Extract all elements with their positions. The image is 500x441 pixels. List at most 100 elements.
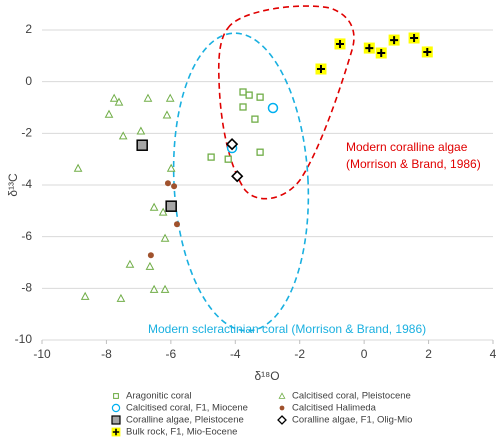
y-tick-label: 2 xyxy=(25,22,32,36)
marker-shape xyxy=(158,207,168,216)
x-tick-label: -4 xyxy=(230,347,241,361)
x-tick-label: -8 xyxy=(101,347,112,361)
marker-dot xyxy=(164,180,171,187)
annotation: Modern coralline algae xyxy=(346,140,468,154)
marker-triangle xyxy=(158,207,168,216)
marker-shape xyxy=(335,39,344,48)
marker-shape xyxy=(410,34,419,43)
marker-shape xyxy=(80,291,90,300)
marker-shape xyxy=(112,428,120,436)
marker-shape xyxy=(104,109,114,118)
legend-label: Coralline algae, F1, Olig-Mio xyxy=(292,415,412,426)
marker-square xyxy=(256,148,264,156)
marker-triangle xyxy=(160,233,170,242)
marker-shape xyxy=(136,139,148,151)
y-tick-label: -2 xyxy=(21,126,32,140)
marker-dot xyxy=(171,183,178,190)
marker-shape xyxy=(73,163,83,172)
legend-label: Bulk rock, F1, Mio-Eocene xyxy=(126,427,237,438)
marker-triangle xyxy=(114,97,124,106)
marker-square-filled xyxy=(136,139,148,151)
marker-shape xyxy=(239,88,247,96)
y-tick-label: -4 xyxy=(21,177,32,191)
marker-diamond xyxy=(231,170,244,183)
legend-label: Calcitised coral, F1, Miocene xyxy=(126,403,248,414)
marker-triangle xyxy=(166,163,176,172)
marker-triangle xyxy=(109,93,119,102)
marker-shape xyxy=(278,392,286,399)
marker-triangle xyxy=(145,261,155,270)
marker-shape xyxy=(224,155,232,163)
marker-shape xyxy=(162,110,172,119)
legend-item: Calcitised coral, Pleistocene xyxy=(278,391,411,402)
marker-dot xyxy=(147,252,154,259)
legend-label: Calcitised Halimeda xyxy=(292,403,377,414)
marker-plus xyxy=(421,46,433,58)
marker-dot xyxy=(279,405,285,411)
marker-shape xyxy=(365,44,374,53)
annotation: (Morrison & Brand, 1986) xyxy=(346,157,481,171)
x-tick-label: -6 xyxy=(166,347,177,361)
x-tick-label: -2 xyxy=(294,347,305,361)
marker-square xyxy=(239,103,247,111)
marker-diamond xyxy=(225,138,239,151)
marker-circle xyxy=(111,403,121,413)
marker-shape xyxy=(256,148,264,156)
marker-shape xyxy=(111,415,121,425)
x-tick-label: 0 xyxy=(361,347,368,361)
x-axis-title: δ¹⁸O xyxy=(254,369,279,383)
marker-plus xyxy=(111,427,121,437)
marker-square xyxy=(224,155,232,163)
marker-shape xyxy=(245,91,253,99)
x-tick-label: -10 xyxy=(33,347,51,361)
marker-plus xyxy=(375,47,387,59)
marker-triangle xyxy=(143,93,153,102)
y-tick-label: -10 xyxy=(15,332,33,346)
y-tick-label: -6 xyxy=(21,229,32,243)
grid-layer xyxy=(42,29,493,341)
marker-shape xyxy=(109,93,119,102)
marker-shape xyxy=(423,47,432,56)
marker-square xyxy=(239,88,247,96)
marker-triangle xyxy=(116,293,126,302)
marker-triangle xyxy=(136,126,146,135)
marker-shape xyxy=(207,153,215,161)
coralline-envelope xyxy=(217,5,355,200)
marker-plus xyxy=(334,38,346,50)
marker-shape xyxy=(316,65,325,74)
marker-plus xyxy=(388,34,400,46)
marker-shape xyxy=(160,233,170,242)
y-tick-label: -8 xyxy=(21,281,32,295)
marker-shape xyxy=(149,284,159,293)
marker-square xyxy=(245,91,253,99)
marker-shape xyxy=(239,103,247,111)
marker-square xyxy=(251,115,259,123)
marker-dot xyxy=(173,221,180,228)
marker-plus xyxy=(363,42,375,54)
marker-shape xyxy=(377,48,386,57)
marker-shape xyxy=(143,93,153,102)
y-axis-title: δ¹³C xyxy=(6,173,20,197)
marker-triangle xyxy=(125,259,135,268)
marker-shape xyxy=(113,393,119,399)
marker-plus xyxy=(408,32,420,44)
marker-triangle xyxy=(80,291,90,300)
marker-shape xyxy=(279,405,285,411)
marker-shape xyxy=(267,102,279,114)
legend-label: Coralline algae, Pleistocene xyxy=(126,415,244,426)
marker-shape xyxy=(277,415,287,425)
marker-triangle xyxy=(278,392,286,399)
marker-shape xyxy=(165,93,175,102)
legend-item: Coralline algae, Pleistocene xyxy=(111,415,244,426)
marker-shape xyxy=(149,202,159,211)
marker-triangle xyxy=(104,109,114,118)
marker-square-filled xyxy=(165,200,177,212)
legend-item: Aragonitic coral xyxy=(113,391,191,402)
marker-shape xyxy=(173,221,180,228)
marker-triangle xyxy=(118,131,128,140)
marker-square xyxy=(256,93,264,101)
marker-shape xyxy=(111,403,121,413)
marker-shape xyxy=(145,261,155,270)
